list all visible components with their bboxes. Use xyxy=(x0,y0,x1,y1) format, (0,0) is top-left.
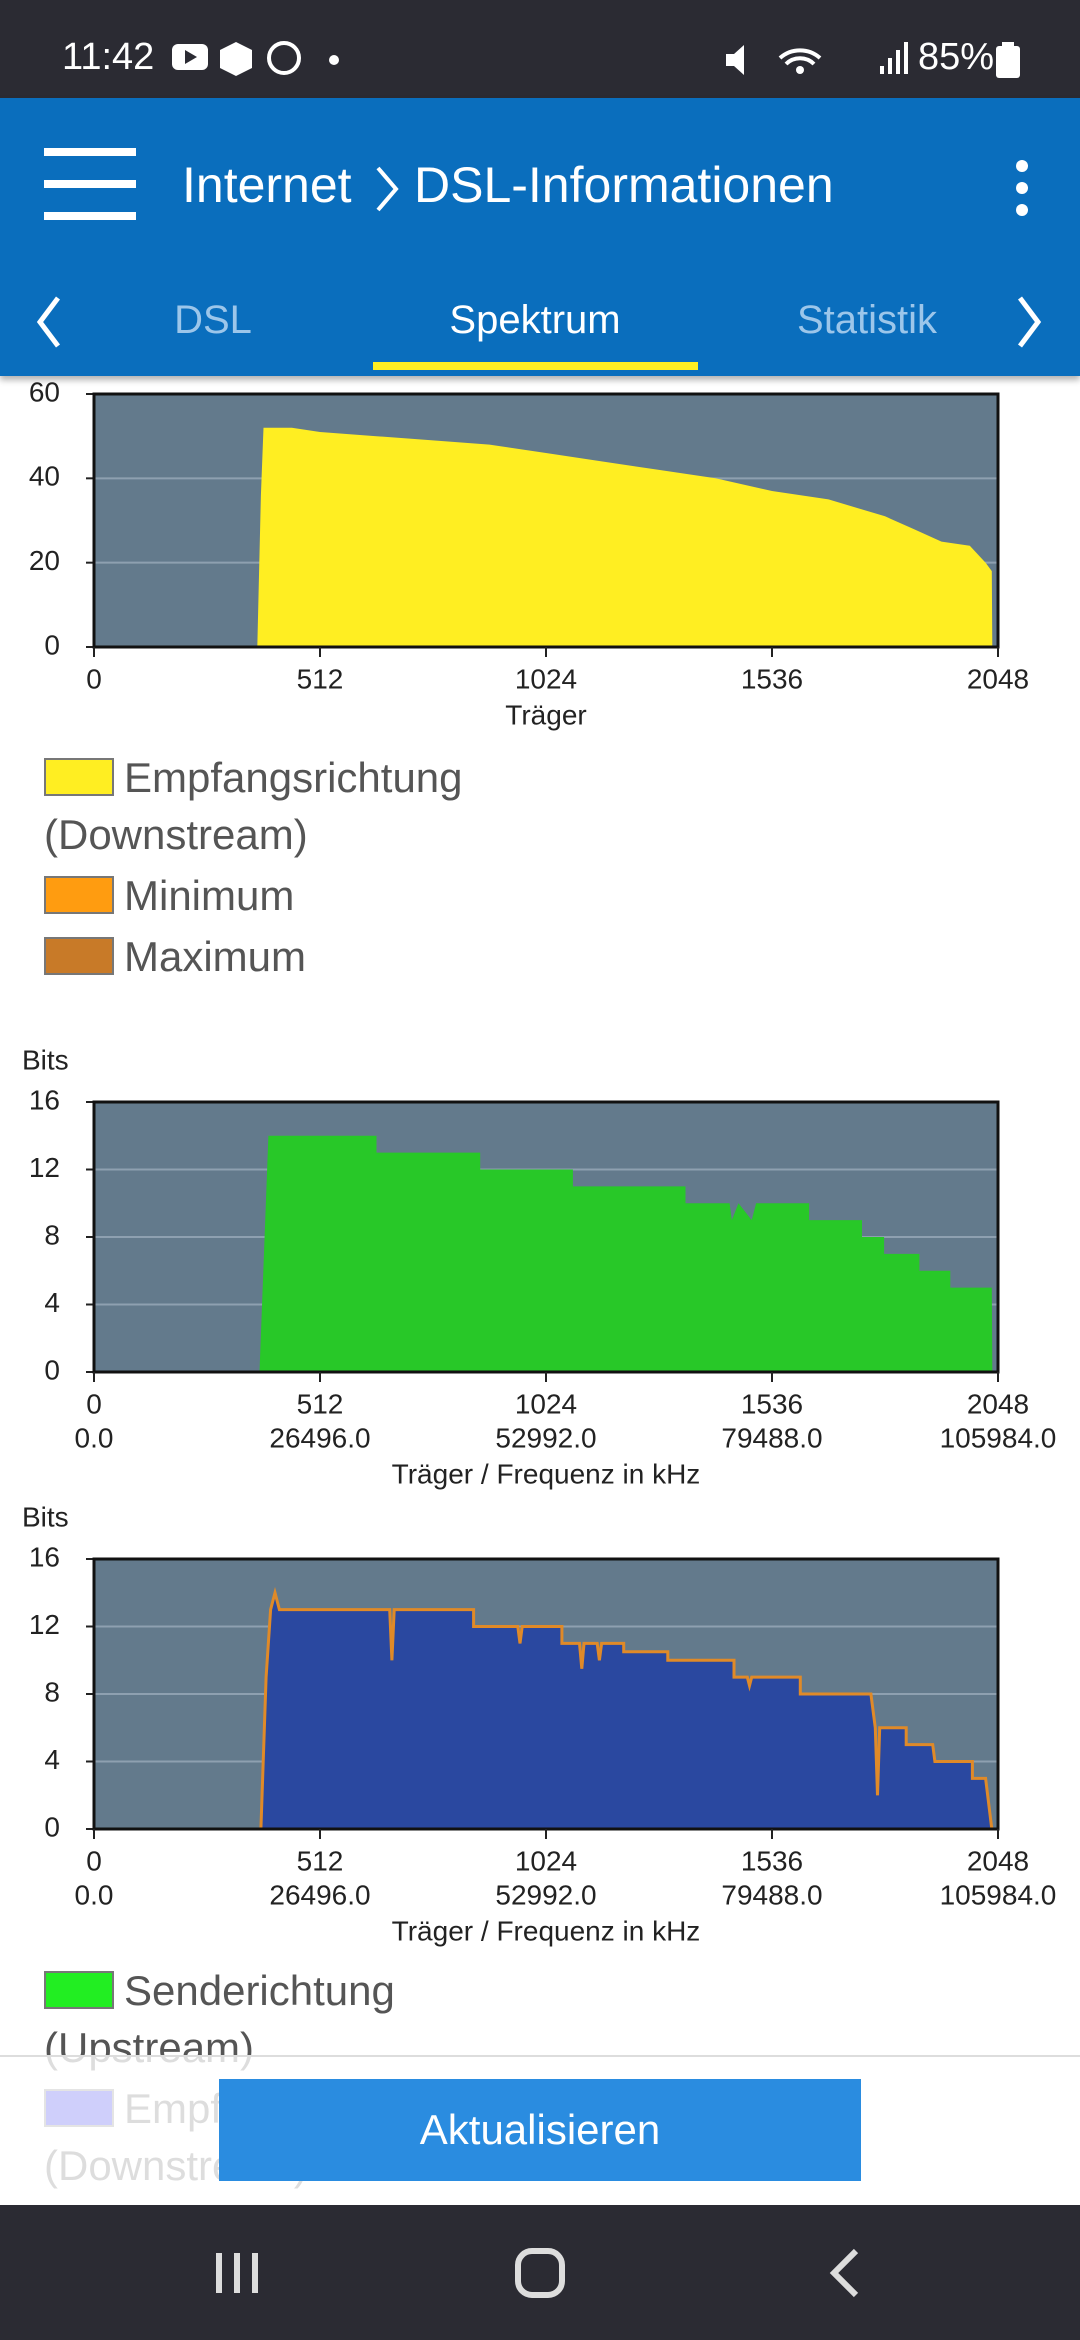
x-tick-label: 1536 xyxy=(741,663,803,694)
y-tick-label: 40 xyxy=(29,461,60,492)
x2-tick-label: 105984.0 xyxy=(940,1879,1057,1910)
y-tick-label: 60 xyxy=(29,376,60,407)
x2-tick-label: 79488.0 xyxy=(721,1879,822,1910)
x2-tick-label: 105984.0 xyxy=(940,1422,1057,1453)
x-axis-label: Träger xyxy=(505,699,586,730)
legend-swatch xyxy=(44,876,114,914)
y-tick-label: 4 xyxy=(44,1287,60,1318)
area xyxy=(94,1586,994,1831)
breadcrumb-chevron xyxy=(376,166,399,212)
y-tick-label: 20 xyxy=(29,545,60,576)
x-tick-label: 512 xyxy=(297,663,344,694)
x2-tick-label: 52992.0 xyxy=(495,1879,596,1910)
y-tick-label: 0 xyxy=(44,629,60,660)
legend: Empfangsrichtung (Downstream) Minimum Maxi… xyxy=(44,749,524,989)
legend-label: Maximum xyxy=(124,933,307,980)
y-tick-label: 8 xyxy=(44,1219,60,1250)
tab-next[interactable] xyxy=(1014,294,1044,350)
tab[interactable]: DSL xyxy=(174,298,252,342)
tab-prev[interactable] xyxy=(34,294,64,350)
status-icons-right xyxy=(726,42,908,75)
x-tick-label: 1536 xyxy=(741,1845,803,1876)
y-tick-label: 12 xyxy=(29,1152,60,1183)
area xyxy=(94,1135,993,1372)
legend-label: Senderichtung (Upstream) xyxy=(44,1967,395,2071)
x-tick-label: 2048 xyxy=(967,663,1029,694)
x-tick-label: 0 xyxy=(86,1845,102,1876)
page-title: DSL-Informationen xyxy=(414,157,834,213)
legend-item: Minimum xyxy=(44,867,524,924)
x2-tick-label: 52992.0 xyxy=(495,1422,596,1453)
x2-tick-label: 26496.0 xyxy=(269,1879,370,1910)
navigation-bar xyxy=(0,2205,1080,2340)
y-axis-label: Bits xyxy=(22,1044,69,1075)
x-tick-label: 1536 xyxy=(741,1388,803,1419)
x-tick-label: 2048 xyxy=(967,1388,1029,1419)
tab-active[interactable]: Spektrum xyxy=(449,298,621,342)
menu-button[interactable] xyxy=(44,148,140,220)
y-tick-label: 0 xyxy=(44,1354,60,1385)
tab[interactable]: Statistik xyxy=(796,298,938,342)
x-tick-label: 512 xyxy=(297,1388,344,1419)
breadcrumb-section[interactable]: Internet xyxy=(182,157,352,213)
refresh-button[interactable]: Aktualisieren xyxy=(219,2079,861,2181)
tab-indicator xyxy=(373,362,698,370)
y-tick-label: 16 xyxy=(29,1084,60,1115)
legend-swatch xyxy=(44,758,114,796)
x2-tick-label: 79488.0 xyxy=(721,1422,822,1453)
overflow-menu[interactable] xyxy=(1010,158,1034,218)
legend-swatch xyxy=(44,1971,114,2009)
legend-item: Senderichtung (Upstream) xyxy=(44,1962,524,2076)
x2-tick-label: 0.0 xyxy=(75,1422,114,1453)
legend-item: Empfangsrichtung (Downstream) xyxy=(44,749,524,863)
y-tick-label: 0 xyxy=(44,1811,60,1842)
legend-item: Maximum xyxy=(44,928,524,985)
area xyxy=(94,427,993,647)
x-tick-label: 1024 xyxy=(515,1388,577,1419)
x-tick-label: 1024 xyxy=(515,663,577,694)
legend-swatch xyxy=(44,937,114,975)
x-tick-label: 512 xyxy=(297,1845,344,1876)
legend-label: Empfangsrichtung (Downstream) xyxy=(44,754,463,858)
nav-buttons xyxy=(216,2248,859,2298)
x-tick-label: 0 xyxy=(86,1388,102,1419)
y-tick-label: 16 xyxy=(29,1541,60,1572)
status-icons xyxy=(172,41,339,76)
x2-tick-label: 26496.0 xyxy=(269,1422,370,1453)
legend-label: Minimum xyxy=(124,872,295,919)
y-tick-label: 12 xyxy=(29,1609,60,1640)
app-bar: Internet DSL-Informationen DSL Spektrum … xyxy=(0,98,1080,376)
x-axis-label: Träger / Frequenz in kHz xyxy=(392,1915,701,1946)
clock: 11:42 xyxy=(62,36,155,78)
x-axis-label: Träger / Frequenz in kHz xyxy=(392,1458,701,1489)
battery-level: 85% xyxy=(918,36,995,78)
y-tick-label: 8 xyxy=(44,1676,60,1707)
x-tick-label: 1024 xyxy=(515,1845,577,1876)
y-tick-label: 4 xyxy=(44,1744,60,1775)
battery-icon xyxy=(996,42,1020,78)
x2-tick-label: 0.0 xyxy=(75,1879,114,1910)
y-axis-label: Bits xyxy=(22,1501,69,1532)
x-tick-label: 2048 xyxy=(967,1845,1029,1876)
x-tick-label: 0 xyxy=(86,663,102,694)
status-bar: 11:42 85% xyxy=(0,0,1080,98)
